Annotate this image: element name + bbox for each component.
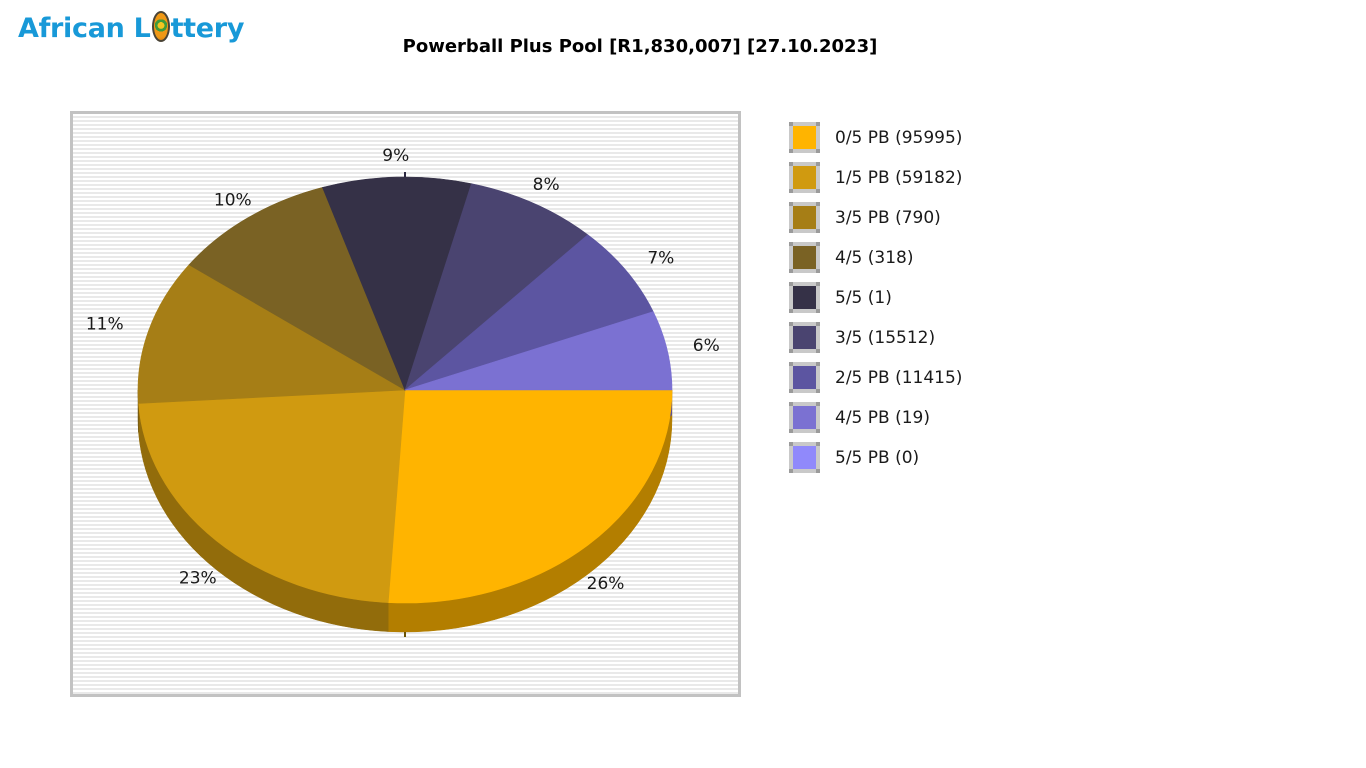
logo-text-suffix: ttery <box>170 13 245 44</box>
legend-item: 5/5 (1) <box>789 282 962 313</box>
percent-label: 11% <box>86 315 124 335</box>
pie-slice <box>404 311 673 391</box>
chart-panel: 26% 23% 11% 10% 9% 8% 7% 6% <box>70 111 741 697</box>
percent-label: 8% <box>533 175 560 195</box>
legend-label: 4/5 PB (19) <box>835 407 930 428</box>
pie-slice <box>188 187 406 391</box>
pie-top-tick <box>404 172 406 177</box>
legend-label: 2/5 PB (11415) <box>835 367 963 388</box>
legend-item: 4/5 (318) <box>789 242 962 273</box>
legend-label: 1/5 PB (59182) <box>835 167 963 188</box>
legend-swatch <box>789 322 820 353</box>
legend: 0/5 PB (95995) 1/5 PB (59182) 3/5 PB (790)… <box>789 122 962 482</box>
percent-label: 10% <box>214 191 252 211</box>
legend-item: 3/5 PB (790) <box>789 202 962 233</box>
pie-slice <box>387 389 673 604</box>
percent-label: 6% <box>693 336 720 356</box>
pie-slice <box>138 389 406 603</box>
legend-swatch <box>789 362 820 393</box>
legend-label: 5/5 (1) <box>835 287 892 308</box>
pie-slice <box>322 176 472 391</box>
lottery-ball-icon <box>151 11 170 42</box>
pie-bottom-tick <box>404 632 406 637</box>
pie-chart: 26% 23% 11% 10% 9% 8% 7% 6% <box>86 146 720 637</box>
legend-label: 3/5 (15512) <box>835 327 936 348</box>
logo: African L ttery <box>18 11 244 44</box>
page-title: Powerball Plus Pool [R1,830,007] [27.10.… <box>402 36 878 57</box>
legend-item: 3/5 (15512) <box>789 322 962 353</box>
logo-text-prefix: African L <box>18 13 151 44</box>
legend-swatch <box>789 202 820 233</box>
legend-swatch <box>789 402 820 433</box>
legend-item: 4/5 PB (19) <box>789 402 962 433</box>
pie-slice <box>404 183 589 391</box>
legend-item: 2/5 PB (11415) <box>789 362 962 393</box>
legend-item: 0/5 PB (95995) <box>789 122 962 153</box>
legend-swatch <box>789 122 820 153</box>
pie-slice <box>404 234 654 391</box>
legend-swatch <box>789 162 820 193</box>
percent-label: 7% <box>647 248 674 268</box>
legend-label: 5/5 PB (0) <box>835 447 920 468</box>
percent-label: 23% <box>179 569 217 589</box>
percent-label: 9% <box>382 146 409 166</box>
legend-label: 3/5 PB (790) <box>835 207 941 228</box>
legend-swatch <box>789 282 820 313</box>
pie-slice <box>137 264 407 404</box>
legend-label: 0/5 PB (95995) <box>835 127 963 148</box>
legend-swatch <box>789 242 820 273</box>
legend-item: 5/5 PB (0) <box>789 442 962 473</box>
legend-swatch <box>789 442 820 473</box>
legend-label: 4/5 (318) <box>835 247 914 268</box>
legend-item: 1/5 PB (59182) <box>789 162 962 193</box>
percent-label: 26% <box>587 574 625 594</box>
